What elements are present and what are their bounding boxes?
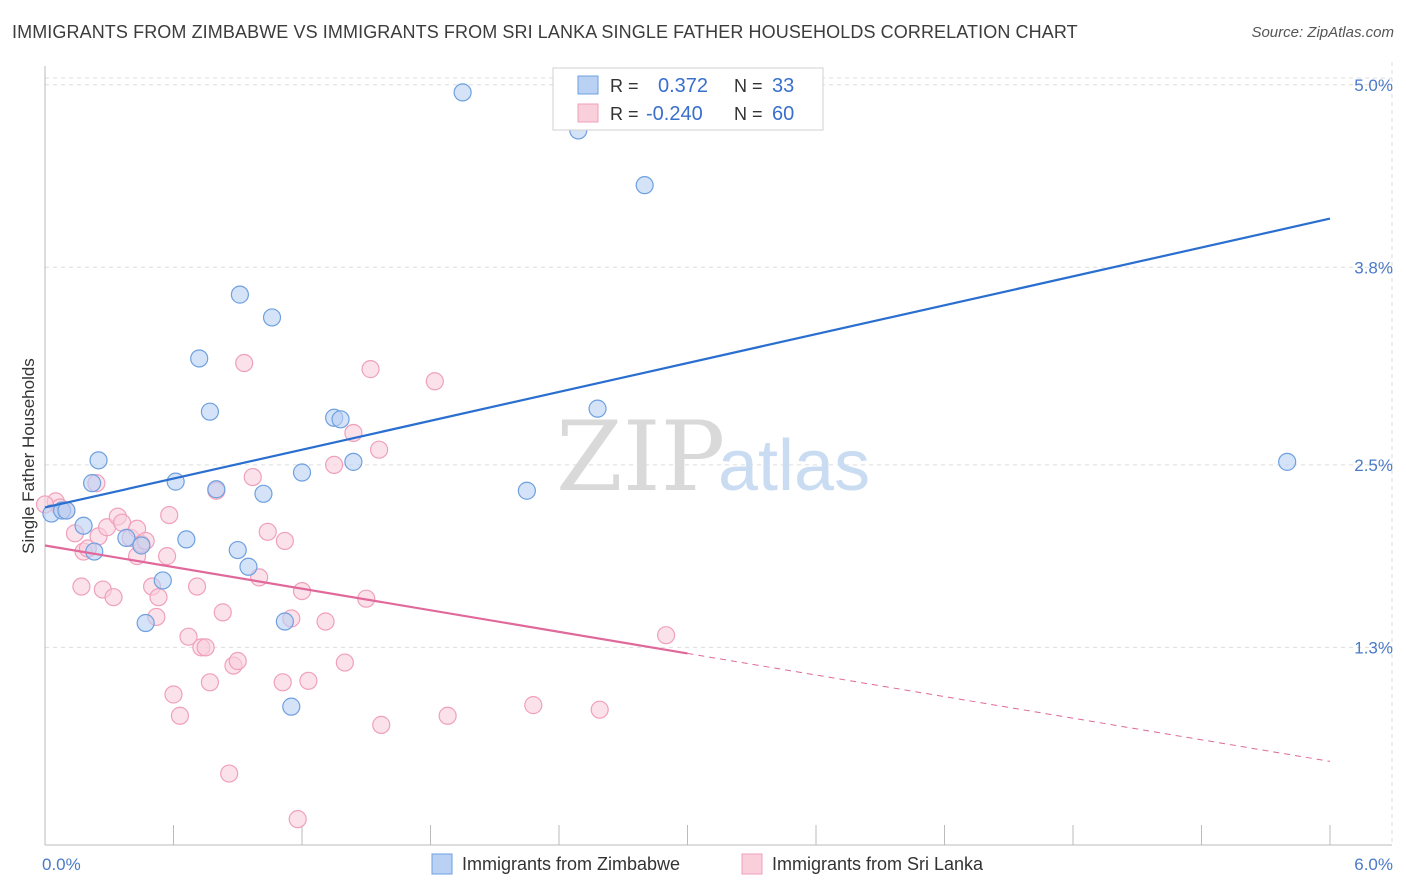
- x-tick-label: 0.0%: [42, 855, 81, 874]
- series-legend-swatch-zimbabwe: [431, 853, 453, 875]
- zimbabwe-point: [331, 410, 350, 429]
- zimbabwe-point: [177, 530, 196, 549]
- legend-n-value-1: 33: [772, 75, 794, 97]
- zimbabwe-point: [228, 540, 247, 560]
- srilanka-point: [292, 581, 312, 601]
- srilanka-point: [425, 372, 444, 391]
- legend-swatch-zimbabwe: [577, 75, 599, 95]
- srilanka-point: [187, 577, 207, 596]
- srilanka-point: [524, 696, 543, 715]
- zimbabwe-point: [136, 613, 155, 633]
- srilanka-point: [179, 627, 198, 646]
- srilanka-trend-extension: [687, 652, 1331, 762]
- watermark-atlas: atlas: [718, 426, 870, 506]
- srilanka-point: [196, 638, 215, 657]
- zimbabwe-point: [1278, 452, 1297, 471]
- zimbabwe-point: [262, 308, 282, 327]
- srilanka-point: [335, 653, 354, 672]
- zimbabwe-point: [153, 571, 172, 590]
- srilanka-point: [299, 671, 318, 690]
- legend-r-value-2: -0.240: [646, 103, 703, 125]
- srilanka-trend-line: [44, 544, 688, 655]
- srilanka-point: [220, 764, 239, 783]
- series-legend-label-srilanka: Immigrants from Sri Lanka: [772, 854, 984, 874]
- zimbabwe-point: [517, 481, 536, 500]
- trend-lines: [44, 217, 1331, 762]
- srilanka-point: [164, 685, 183, 704]
- legend-r-value-1: 0.372: [658, 75, 708, 97]
- srilanka-point: [656, 626, 676, 645]
- legend-n-label-1: N =: [734, 76, 763, 96]
- legend-n-label-2: N =: [734, 104, 763, 124]
- srilanka-point: [275, 531, 294, 551]
- y-axis-title: Single Father Households: [19, 358, 38, 554]
- y-tick-label: 2.5%: [1354, 456, 1393, 475]
- axes: 1.3% 2.5% 3.8% 5.0% 0.0% 6.0%: [42, 66, 1393, 874]
- zimbabwe-point: [282, 697, 301, 716]
- zimbabwe-point: [275, 612, 294, 631]
- srilanka-point: [316, 612, 335, 631]
- srilanka-point: [325, 455, 344, 475]
- zimbabwe-point: [89, 451, 108, 470]
- zimbabwe-point: [207, 480, 226, 499]
- zimbabwe-point: [132, 536, 151, 555]
- y-tick-label: 5.0%: [1354, 76, 1393, 95]
- zimbabwe-point: [83, 474, 102, 493]
- zimbabwe-point: [85, 542, 104, 561]
- srilanka-point: [438, 706, 457, 725]
- zimbabwe-point: [200, 402, 220, 421]
- chart-title: IMMIGRANTS FROM ZIMBABWE VS IMMIGRANTS F…: [12, 22, 1078, 42]
- zimbabwe-point: [190, 349, 209, 368]
- srilanka-point: [235, 353, 254, 373]
- srilanka-point: [370, 440, 389, 459]
- srilanka-point: [258, 522, 277, 541]
- source-label: Source: ZipAtlas.com: [1251, 24, 1394, 41]
- srilanka-point: [213, 603, 232, 622]
- srilanka-point: [200, 673, 220, 692]
- zimbabwe-point: [74, 516, 93, 535]
- zimbabwe-point: [635, 176, 654, 195]
- zimbabwe-point: [239, 557, 258, 576]
- series-legend: Immigrants from Zimbabwe Immigrants from…: [431, 853, 984, 875]
- srilanka-point: [104, 588, 123, 607]
- watermark: ZIP atlas: [556, 401, 870, 513]
- series-legend-swatch-srilanka: [741, 853, 763, 875]
- srilanka-point: [590, 700, 609, 719]
- zimbabwe-point: [344, 452, 363, 471]
- zimbabwe-point: [292, 463, 312, 482]
- srilanka-point: [157, 547, 177, 566]
- srilanka-point: [170, 706, 190, 725]
- y-tick-label: 1.3%: [1354, 638, 1393, 657]
- srilanka-point: [160, 505, 179, 525]
- watermark-zip: ZIP: [556, 401, 725, 513]
- data-points: [35, 83, 1297, 829]
- zimbabwe-point: [230, 285, 249, 304]
- legend-n-value-2: 60: [772, 103, 794, 125]
- srilanka-point: [149, 588, 168, 607]
- grid-lines: [45, 62, 1393, 845]
- legend-r-label-1: R =: [610, 76, 639, 96]
- correlation-legend: R = 0.372 N = 33 R = -0.240 N = 60: [552, 67, 824, 131]
- srilanka-point: [228, 651, 247, 671]
- srilanka-point: [361, 360, 380, 379]
- zimbabwe-point: [117, 528, 136, 547]
- zimbabwe-point: [254, 484, 273, 503]
- zimbabwe-point: [453, 83, 472, 102]
- srilanka-point: [372, 715, 391, 734]
- srilanka-point: [72, 577, 91, 596]
- srilanka-point: [288, 810, 307, 829]
- y-tick-label: 3.8%: [1354, 258, 1393, 277]
- zimbabwe-point: [588, 399, 607, 418]
- srilanka-point: [273, 673, 292, 692]
- series-legend-label-zimbabwe: Immigrants from Zimbabwe: [462, 854, 680, 874]
- srilanka-point: [243, 467, 262, 487]
- zimbabwe-trend-line: [44, 217, 1331, 509]
- legend-r-label-2: R =: [610, 104, 639, 124]
- legend-swatch-srilanka: [577, 103, 599, 123]
- x-tick-label: 6.0%: [1354, 855, 1393, 874]
